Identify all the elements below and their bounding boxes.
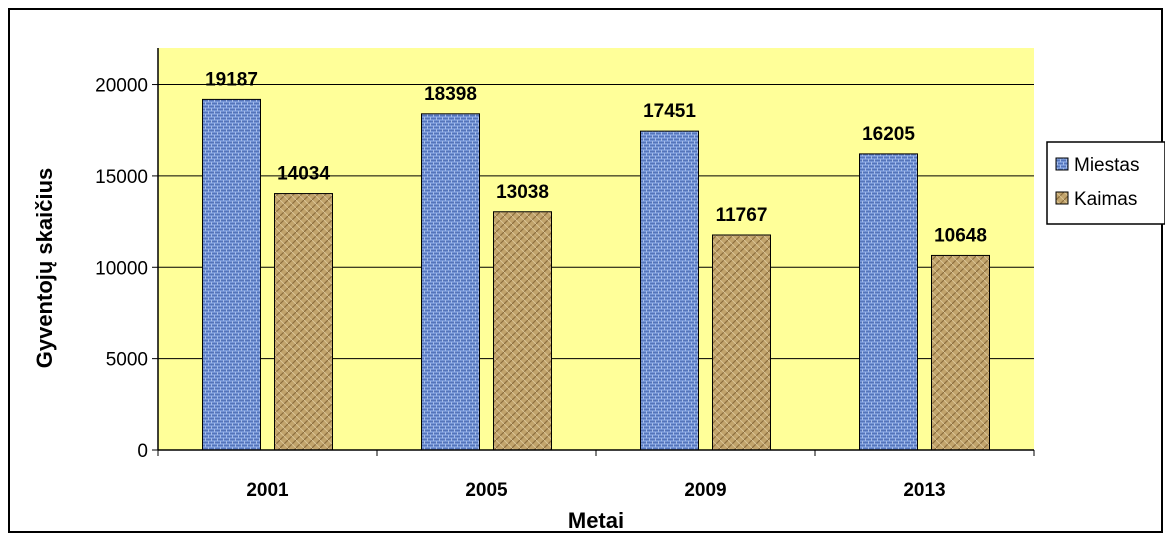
data-label: 11767 bbox=[716, 205, 768, 226]
x-tick-label: 2005 bbox=[465, 480, 508, 501]
data-label: 14034 bbox=[277, 164, 330, 185]
data-label: 13038 bbox=[496, 182, 549, 203]
data-label: 19187 bbox=[205, 69, 258, 90]
bar-miestas-2005 bbox=[421, 113, 480, 451]
x-axis-title: Metai bbox=[568, 508, 624, 533]
data-labels: 19187 18398 17451 16205 14034 13038 11767 10648 bbox=[205, 69, 987, 246]
legend-swatch-miestas bbox=[1055, 157, 1069, 171]
y-tick-label: 20000 bbox=[95, 76, 148, 97]
bars bbox=[202, 98, 990, 451]
bar-miestas-2013 bbox=[859, 153, 918, 451]
y-tick-label: 5000 bbox=[106, 350, 148, 371]
bar-kaimas-2001 bbox=[274, 193, 333, 451]
x-axis-ticks: 2001 2005 2009 2013 bbox=[157, 450, 1035, 501]
data-label: 18398 bbox=[424, 84, 477, 105]
y-axis-ticks: 0 5000 10000 15000 20000 bbox=[95, 76, 158, 462]
legend-label-miestas: Miestas bbox=[1074, 155, 1139, 176]
bar-kaimas-2013 bbox=[931, 254, 990, 451]
legend-box bbox=[1046, 141, 1165, 225]
y-tick-label: 10000 bbox=[95, 258, 148, 279]
bar-kaimas-2005 bbox=[493, 211, 552, 451]
data-label: 17451 bbox=[643, 101, 696, 122]
legend-label-kaimas: Kaimas bbox=[1074, 189, 1137, 210]
x-tick-label: 2001 bbox=[246, 480, 289, 501]
data-label: 10648 bbox=[934, 225, 987, 246]
x-tick-label: 2009 bbox=[684, 480, 726, 501]
y-tick-label: 0 bbox=[137, 441, 148, 462]
bar-kaimas-2009 bbox=[712, 234, 771, 451]
bar-miestas-2009 bbox=[640, 130, 699, 451]
legend-swatch-kaimas bbox=[1055, 191, 1069, 205]
y-tick-label: 15000 bbox=[95, 167, 148, 188]
data-label: 16205 bbox=[862, 124, 915, 145]
y-axis-title: Gyventojų skaičius bbox=[32, 168, 57, 369]
bar-miestas-2001 bbox=[202, 98, 261, 451]
x-tick-label: 2013 bbox=[903, 480, 945, 501]
legend: Miestas Kaimas bbox=[1046, 141, 1165, 225]
